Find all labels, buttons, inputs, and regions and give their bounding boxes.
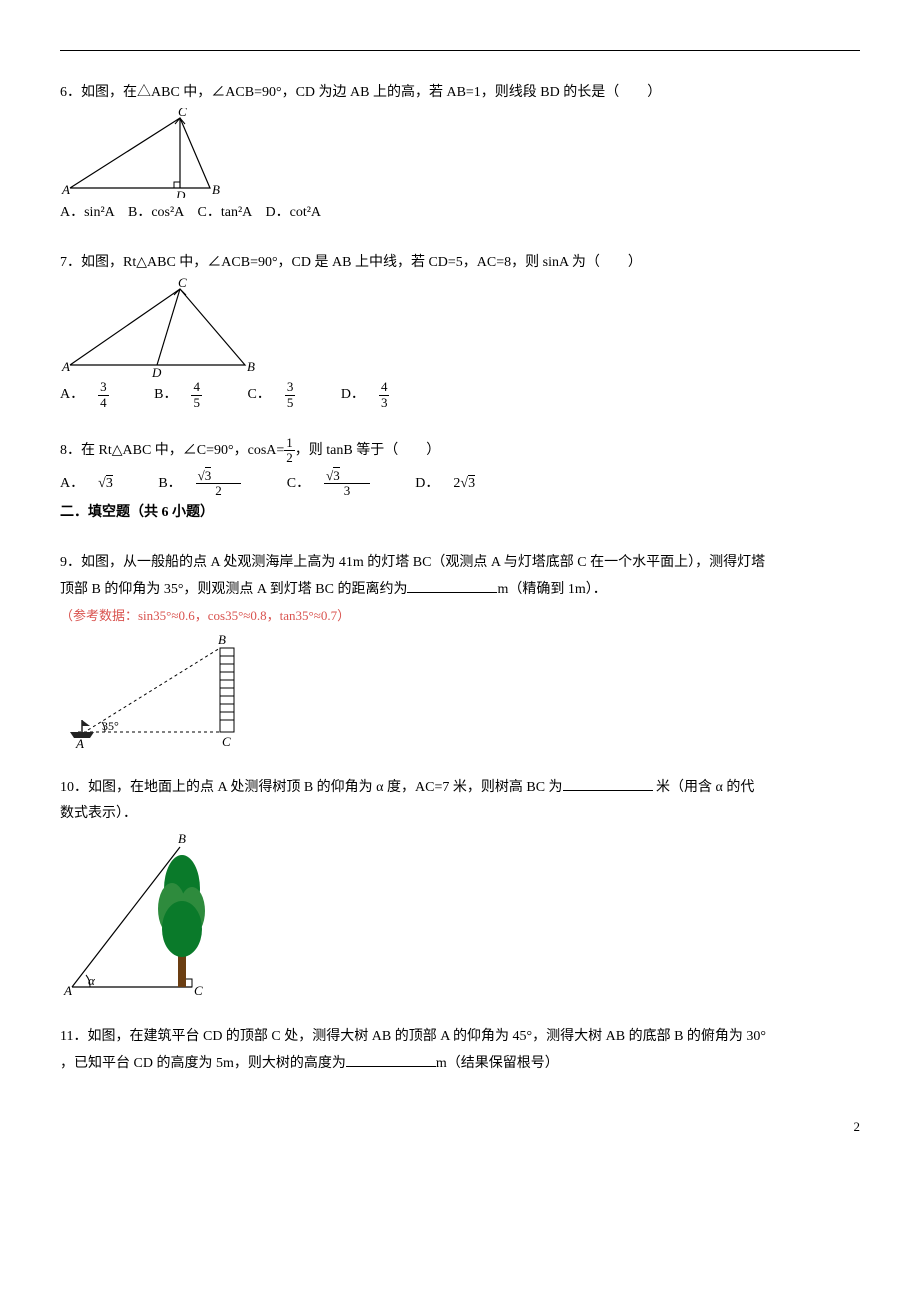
q8-choice-b: B．√32 — [158, 476, 269, 491]
q11-blank — [346, 1052, 436, 1067]
q6-figure: C A B D — [60, 108, 230, 198]
question-8: 8．在 Rt△ABC 中，∠C=90°，cosA=12，则 tanB 等于（ ）… — [60, 436, 860, 525]
q9-figure: B A C 35° — [60, 630, 250, 750]
q6-stem: 6．如图，在△ABC 中，∠ACB=90°，CD 为边 AB 上的高，若 AB=… — [60, 81, 860, 105]
q9-blank — [407, 578, 497, 593]
svg-text:A: A — [63, 983, 72, 998]
svg-text:C: C — [194, 983, 203, 998]
svg-text:D: D — [175, 188, 186, 198]
svg-text:B: B — [178, 831, 186, 846]
svg-text:B: B — [212, 182, 220, 197]
svg-text:A: A — [61, 359, 70, 374]
svg-text:B: B — [218, 632, 226, 647]
q8-choice-d: D．2√3 — [415, 476, 503, 491]
svg-text:A: A — [75, 736, 84, 750]
page-number: 2 — [60, 1116, 860, 1138]
q9-line2: 顶部 B 的仰角为 35°，则观测点 A 到灯塔 BC 的距离约为m（精确到 1… — [60, 578, 860, 602]
svg-text:α: α — [88, 973, 96, 988]
q8-choices: A．√3 B．√32 C．√33 D．2√3 — [60, 469, 860, 499]
q8-choice-c: C．√33 — [287, 476, 398, 491]
svg-text:C: C — [178, 277, 187, 290]
q7-choices: A．34 B．45 C．35 D．43 — [60, 380, 860, 410]
question-7: 7．如图，Rt△ABC 中，∠ACB=90°，CD 是 AB 上中线，若 CD=… — [60, 251, 860, 410]
svg-text:C: C — [222, 734, 231, 749]
q9-reference: （参考数据：sin35°≈0.6，cos35°≈0.8，tan35°≈0.7） — [60, 605, 860, 627]
svg-text:35°: 35° — [102, 719, 119, 733]
svg-text:D: D — [151, 365, 162, 377]
q7-choice-d: D．43 — [341, 387, 418, 402]
svg-text:B: B — [247, 359, 255, 374]
q8-stem: 8．在 Rt△ABC 中，∠C=90°，cosA=12，则 tanB 等于（ ） — [60, 436, 860, 466]
q10-line1: 10．如图，在地面上的点 A 处测得树顶 B 的仰角为 α 度，AC=7 米，则… — [60, 776, 860, 800]
q11-line2: ，已知平台 CD 的高度为 5m，则大树的高度为m（结果保留根号） — [60, 1052, 860, 1076]
q11-line1: 11．如图，在建筑平台 CD 的顶部 C 处，测得大树 AB 的顶部 A 的仰角… — [60, 1025, 860, 1049]
q7-choice-a: A．34 — [60, 387, 137, 402]
q7-choice-c: C．35 — [247, 387, 323, 402]
q7-choice-b: B．45 — [154, 387, 230, 402]
question-11: 11．如图，在建筑平台 CD 的顶部 C 处，测得大树 AB 的顶部 A 的仰角… — [60, 1025, 860, 1076]
question-10: 10．如图，在地面上的点 A 处测得树顶 B 的仰角为 α 度，AC=7 米，则… — [60, 776, 860, 1000]
svg-text:C: C — [178, 108, 187, 119]
question-9: 9．如图，从一般船的点 A 处观测海岸上高为 41m 的灯塔 BC（观测点 A … — [60, 551, 860, 750]
q10-line2: 数式表示）． — [60, 802, 860, 826]
question-6: 6．如图，在△ABC 中，∠ACB=90°，CD 为边 AB 上的高，若 AB=… — [60, 81, 860, 225]
q10-blank — [563, 776, 653, 791]
q10-figure: B A C α — [60, 829, 220, 999]
q7-figure: C A B D — [60, 277, 260, 377]
top-rule — [60, 50, 860, 51]
q7-stem: 7．如图，Rt△ABC 中，∠ACB=90°，CD 是 AB 上中线，若 CD=… — [60, 251, 860, 275]
q8-choice-a: A．√3 — [60, 476, 141, 491]
svg-text:A: A — [61, 182, 70, 197]
q9-line1: 9．如图，从一般船的点 A 处观测海岸上高为 41m 的灯塔 BC（观测点 A … — [60, 551, 860, 575]
section-2-title: 二．填空题（共 6 小题） — [60, 501, 860, 525]
q6-choices: A．sin²A B．cos²A C．tan²A D．cot²A — [60, 201, 860, 225]
